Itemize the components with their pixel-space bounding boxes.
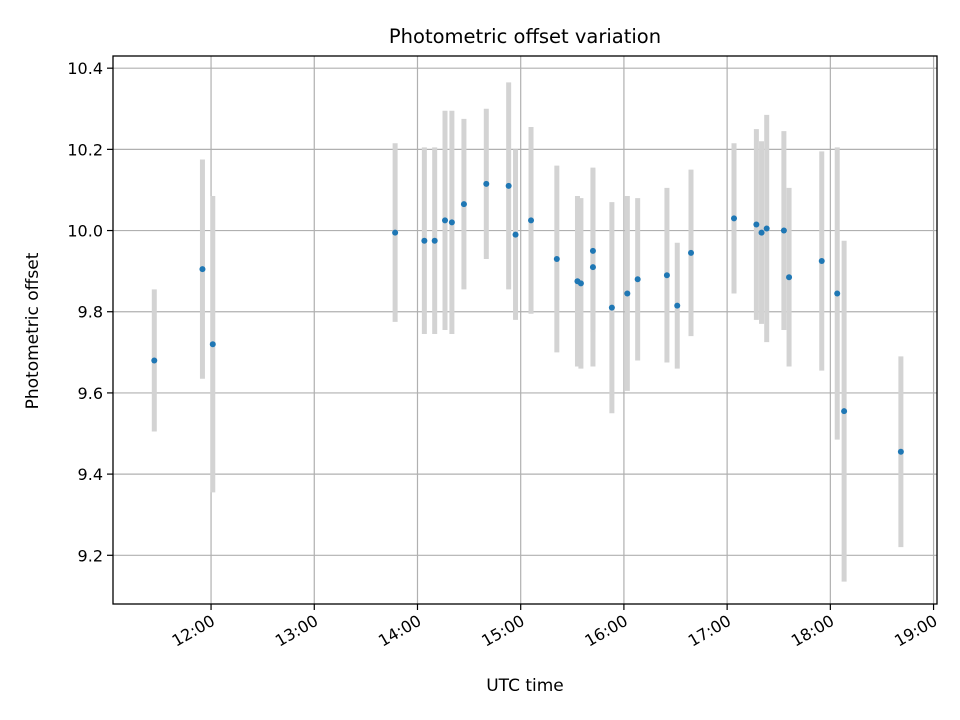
y-tick-label: 9.4 (78, 465, 103, 484)
data-point (624, 290, 631, 297)
data-point (758, 229, 765, 236)
data-point (818, 257, 825, 264)
data-point (448, 219, 455, 226)
data-point (731, 215, 738, 222)
data-point (841, 408, 848, 415)
data-point (674, 302, 681, 309)
data-point (431, 237, 438, 244)
data-point (589, 264, 596, 271)
data-point (151, 357, 158, 364)
data-point (528, 217, 535, 224)
data-point (505, 182, 512, 189)
data-point (512, 231, 519, 238)
y-tick-label: 10.0 (67, 222, 103, 241)
data-point (763, 225, 770, 232)
data-point (786, 274, 793, 281)
data-point (897, 448, 904, 455)
data-point (392, 229, 399, 236)
data-point (634, 276, 641, 283)
data-point (589, 247, 596, 254)
y-tick-label: 9.8 (78, 303, 103, 322)
data-point (834, 290, 841, 297)
data-point (460, 201, 467, 208)
y-axis-label: Photometric offset (23, 252, 43, 409)
y-tick-label: 10.4 (67, 59, 103, 78)
data-point (753, 221, 760, 228)
point-layer (151, 180, 904, 455)
y-tick-label: 9.2 (78, 546, 103, 565)
data-point (663, 272, 670, 279)
data-point (442, 217, 449, 224)
data-point (688, 249, 695, 256)
data-point (483, 180, 490, 187)
data-point (780, 227, 787, 234)
data-point (608, 304, 615, 311)
data-point (577, 280, 584, 287)
data-point (553, 255, 560, 262)
data-point (421, 237, 428, 244)
plot-frame (112, 55, 938, 605)
y-tick-label: 9.6 (78, 384, 103, 403)
y-tick-label: 10.2 (67, 140, 103, 159)
data-point (199, 266, 206, 273)
x-axis-label: UTC time (486, 676, 564, 696)
grid-layer (113, 56, 937, 604)
data-point (209, 341, 216, 348)
chart-title: Photometric offset variation (389, 25, 661, 48)
